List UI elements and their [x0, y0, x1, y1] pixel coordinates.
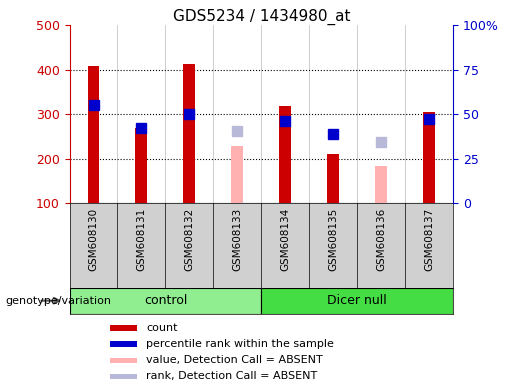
Bar [70, 288, 261, 314]
Bar [231, 146, 244, 203]
Text: count: count [146, 323, 178, 333]
Text: GSM608133: GSM608133 [232, 207, 243, 271]
Bar [261, 288, 453, 314]
Text: GSM608135: GSM608135 [328, 207, 338, 271]
Bar [110, 341, 136, 347]
Text: GSM608130: GSM608130 [89, 207, 98, 271]
Text: value, Detection Call = ABSENT: value, Detection Call = ABSENT [146, 355, 323, 365]
Bar [110, 358, 136, 363]
Bar [328, 154, 339, 203]
Text: control: control [144, 294, 187, 307]
Text: rank, Detection Call = ABSENT: rank, Detection Call = ABSENT [146, 371, 318, 381]
Title: GDS5234 / 1434980_at: GDS5234 / 1434980_at [173, 9, 350, 25]
Bar [279, 106, 291, 203]
Bar [135, 128, 147, 203]
Bar [110, 325, 136, 331]
Text: GSM608131: GSM608131 [136, 207, 146, 271]
Bar [423, 112, 435, 203]
Text: percentile rank within the sample: percentile rank within the sample [146, 339, 334, 349]
Bar [375, 166, 387, 203]
Text: GSM608137: GSM608137 [424, 207, 434, 271]
Text: genotype/variation: genotype/variation [5, 296, 111, 306]
Text: GSM608134: GSM608134 [280, 207, 290, 271]
Text: Dicer null: Dicer null [328, 294, 387, 307]
Bar [183, 64, 195, 203]
Bar [110, 374, 136, 379]
Bar [88, 66, 99, 203]
Text: GSM608136: GSM608136 [376, 207, 386, 271]
Text: GSM608132: GSM608132 [184, 207, 195, 271]
